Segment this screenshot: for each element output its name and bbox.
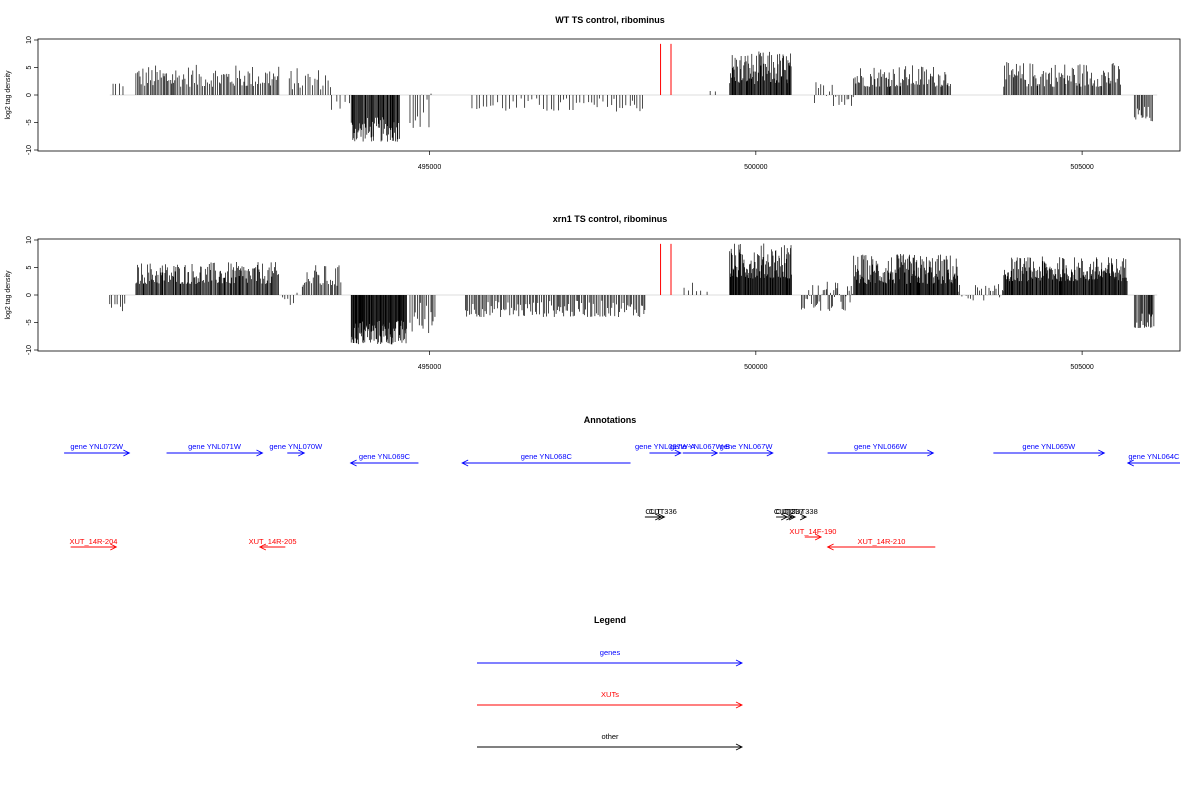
legend-title: Legend — [594, 615, 626, 625]
feature-label: XUT_14R-205 — [249, 537, 297, 546]
arrow-head — [258, 543, 267, 551]
x-tick-label: 495000 — [418, 364, 441, 371]
y-tick-label: 10 — [26, 36, 33, 44]
feature-label: CUT336 — [649, 507, 677, 516]
y-tick-label: 0 — [26, 93, 33, 97]
arrow-head — [735, 659, 744, 667]
xut-feature: XUT_14F-190 — [789, 527, 836, 541]
feature-label: CUT — [645, 507, 661, 516]
x-tick-label: 500000 — [744, 164, 767, 171]
arrow-head — [298, 449, 306, 457]
other-feature: CUT336 — [649, 507, 677, 521]
arrow-head — [123, 449, 131, 457]
y-tick-label: -5 — [26, 119, 33, 125]
other-feature: CUT338 — [790, 507, 818, 521]
y-tick-label: -10 — [26, 345, 33, 355]
arrow-head — [1098, 449, 1106, 457]
panel-title: WT TS control, ribominus — [555, 15, 665, 25]
feature-label: gene YNL072W — [70, 442, 124, 451]
y-tick-label: -5 — [26, 319, 33, 325]
feature-label: XUT_14R-210 — [857, 537, 905, 546]
legend-item-other: other — [477, 732, 744, 751]
x-tick-label: 495000 — [418, 164, 441, 171]
feature-label: gene YNL067W-B — [670, 442, 730, 451]
feature-label: gene YNL070W — [269, 442, 323, 451]
feature-label: gene YNL069C — [359, 452, 411, 461]
legend-label: genes — [600, 648, 621, 657]
gene-feature: gene YNL067W — [719, 442, 774, 457]
arrow-head — [110, 543, 118, 551]
xut-feature: XUT_14R-204 — [69, 537, 118, 551]
annotations-panel: Annotations gene YNL072W gene YNL071W gene… — [64, 415, 1180, 551]
y-tick-label: 10 — [26, 236, 33, 244]
y-tick-label: -10 — [26, 145, 33, 155]
feature-label: CUT — [774, 507, 790, 516]
gene-feature: gene YNL069C — [349, 452, 419, 467]
gene-feature: gene YNL064C — [1126, 452, 1180, 467]
feature-label: gene YNL068C — [521, 452, 573, 461]
other-feature: CUT — [783, 507, 799, 521]
x-tick-label: 505000 — [1070, 164, 1093, 171]
y-tick-label: 5 — [26, 265, 33, 269]
y-axis-label: log2 tag density — [5, 270, 12, 320]
feature-label: gene YNL071W — [188, 442, 242, 451]
feature-label: gene YNL064C — [1128, 452, 1180, 461]
arrow-head — [1126, 459, 1134, 467]
legend-item-genes: genes — [477, 648, 744, 667]
gene-feature: gene YNL065W — [993, 442, 1106, 457]
gene-feature: gene YNL067W-A — [635, 442, 695, 457]
gene-feature: gene YNL066W — [827, 442, 935, 457]
gene-feature: gene YNL067W-B — [670, 442, 730, 457]
xut-feature: XUT_14R-210 — [826, 537, 936, 551]
gene-feature: gene YNL068C — [461, 452, 631, 467]
xut-feature: XUT_14R-205 — [249, 537, 297, 551]
arrow-head — [349, 459, 357, 467]
gene-feature: gene YNL070W — [269, 442, 323, 457]
arrow-head — [799, 513, 808, 521]
arrow-head — [814, 533, 823, 541]
feature-label: XUT_14F-190 — [789, 527, 836, 536]
arrow-head — [788, 513, 796, 521]
feature-label: CUT337 — [776, 507, 804, 516]
y-tick-label: 5 — [26, 65, 33, 69]
legend-label: XUTs — [601, 690, 619, 699]
feature-label: CUT — [783, 507, 799, 516]
x-tick-label: 500000 — [744, 364, 767, 371]
gene-feature: gene YNL071W — [166, 442, 264, 457]
gene-feature: gene YNL072W — [64, 442, 131, 457]
arrow-head — [927, 449, 935, 457]
arrow-head — [826, 543, 834, 551]
arrow-head — [461, 459, 469, 467]
legend-item-xuts: XUTs — [477, 690, 744, 709]
feature-label: gene YNL067W — [720, 442, 774, 451]
arrow-head — [674, 449, 682, 457]
x-tick-label: 505000 — [1070, 364, 1093, 371]
wt-track-panel: WT TS control, ribominus log2 tag densit… — [5, 15, 1181, 171]
y-tick-label: 0 — [26, 293, 33, 297]
xrn1-track-panel: xrn1 TS control, ribominus log2 tag dens… — [5, 214, 1181, 371]
legend-label: other — [601, 732, 619, 741]
y-axis-label: log2 tag density — [5, 70, 12, 120]
feature-label: gene YNL067W-A — [635, 442, 695, 451]
panel-title: xrn1 TS control, ribominus — [553, 214, 668, 224]
arrow-head — [256, 449, 264, 457]
feature-label: CUT338 — [790, 507, 818, 516]
arrow-head — [766, 449, 774, 457]
annotations-title: Annotations — [584, 415, 637, 425]
feature-label: gene YNL066W — [854, 442, 908, 451]
feature-label: gene YNL065W — [1022, 442, 1076, 451]
arrow-head — [735, 743, 744, 751]
legend: Legend genes XUTs other — [477, 615, 744, 751]
arrow-head — [735, 701, 744, 709]
feature-label: XUT_14R-204 — [69, 537, 117, 546]
arrow-head — [658, 513, 666, 521]
arrow-head — [711, 449, 719, 457]
